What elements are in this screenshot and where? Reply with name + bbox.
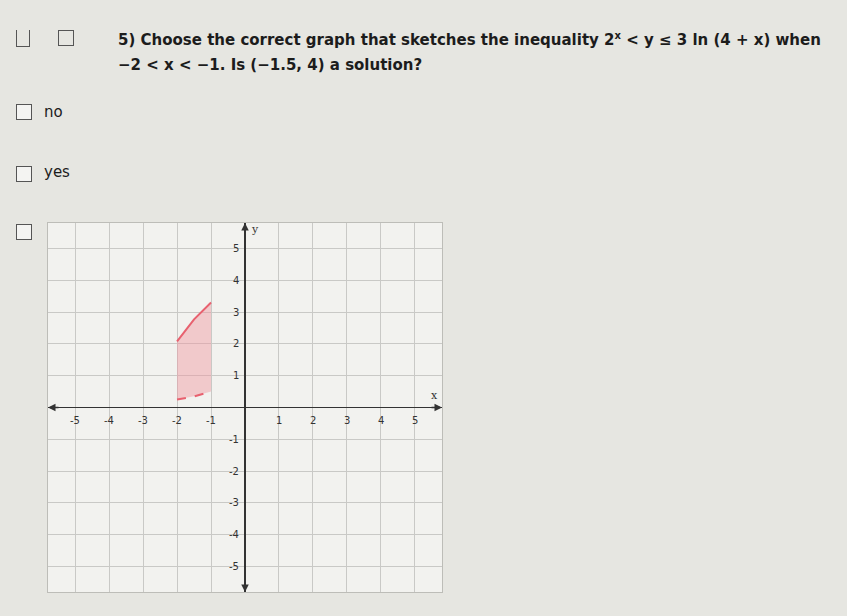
- svg-text:-3: -3: [229, 497, 239, 508]
- svg-text:2: 2: [310, 415, 316, 426]
- svg-text:-5: -5: [70, 415, 80, 426]
- svg-text:-2: -2: [229, 466, 239, 477]
- svg-text:4: 4: [378, 415, 384, 426]
- svg-text:3: 3: [233, 307, 239, 318]
- svg-text:2: 2: [233, 338, 239, 349]
- svg-text:-5: -5: [229, 561, 239, 572]
- svg-text:-4: -4: [229, 529, 239, 540]
- svg-text:y: y: [251, 223, 259, 236]
- svg-text:-1: -1: [229, 434, 239, 445]
- svg-text:3: 3: [344, 415, 350, 426]
- html-text:no: no: [44, 103, 63, 121]
- svg-text:1: 1: [276, 415, 282, 426]
- svg-text:1: 1: [233, 370, 239, 381]
- html-text:5) Choose the correct graph th: 5) Choose the correct graph that sketche…: [118, 30, 821, 49]
- html-text:yes: yes: [44, 163, 70, 181]
- svg-text:-3: -3: [138, 415, 148, 426]
- html-text:−2 < x < −1. Is (−1.5, 4) a so: −2 < x < −1. Is (−1.5, 4) a solution?: [118, 56, 423, 74]
- svg-text:4: 4: [233, 275, 239, 286]
- svg-text:-2: -2: [172, 415, 182, 426]
- svg-text:x: x: [431, 389, 438, 402]
- svg-text:5: 5: [233, 243, 239, 254]
- svg-text:5: 5: [412, 415, 418, 426]
- svg-text:-1: -1: [206, 415, 216, 426]
- svg-text:-4: -4: [104, 415, 114, 426]
